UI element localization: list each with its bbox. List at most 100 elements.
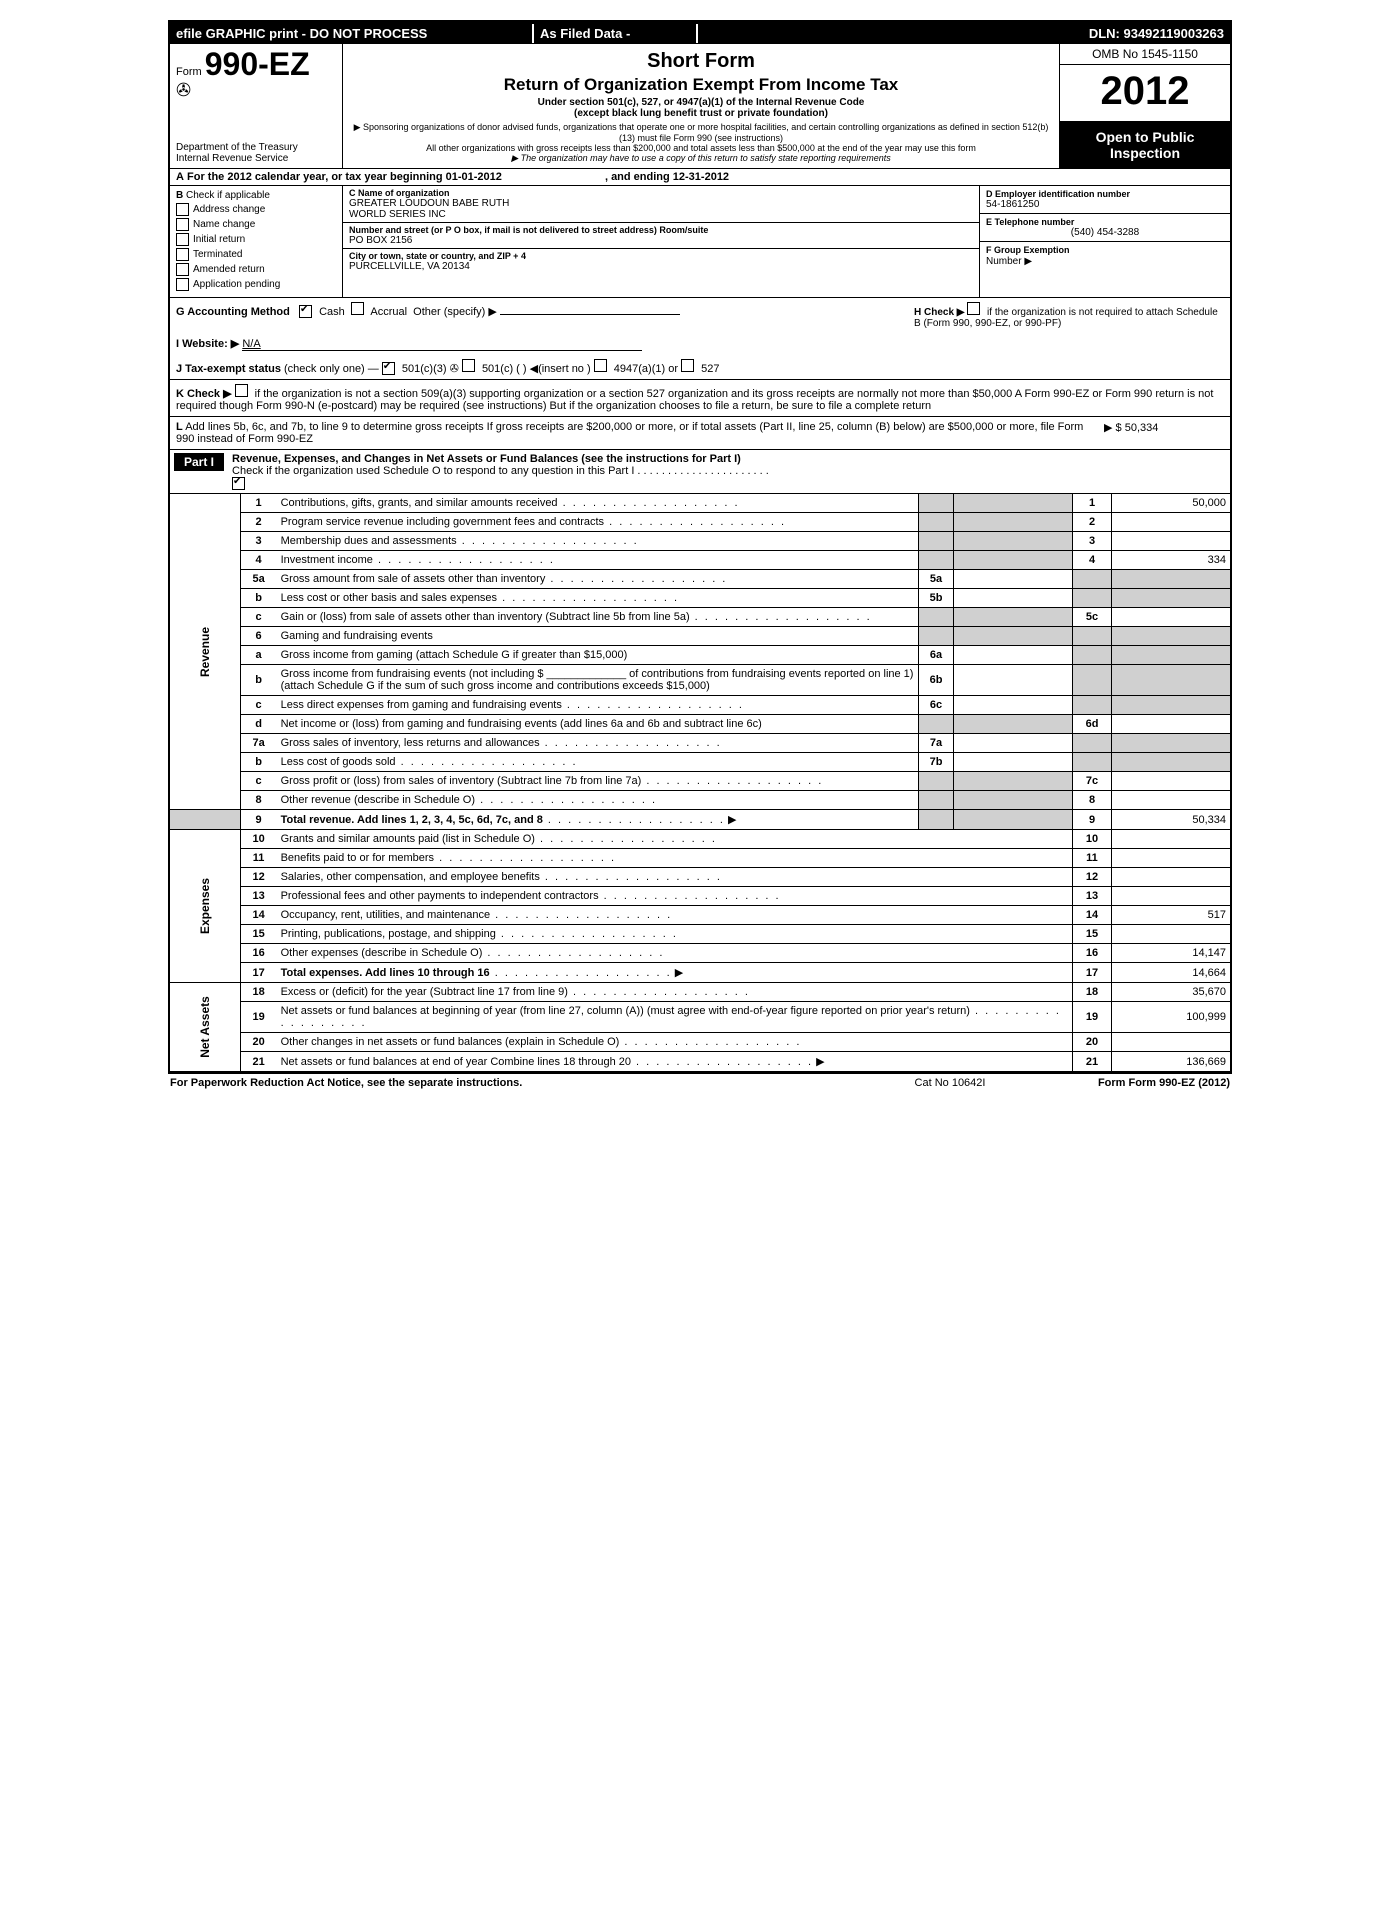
- inspection-label: Inspection: [1060, 145, 1230, 161]
- cb-501c[interactable]: [462, 359, 475, 372]
- note-1: ▶ Sponsoring organizations of donor advi…: [349, 122, 1053, 143]
- cb-501c3[interactable]: [382, 362, 395, 375]
- section-a-letter: A: [176, 171, 184, 183]
- note-2: All other organizations with gross recei…: [349, 143, 1053, 153]
- netassets-section: Net Assets: [170, 983, 240, 1072]
- cb-name-change[interactable]: Name change: [176, 218, 336, 231]
- line-h: H Check ▶ if the organization is not req…: [904, 302, 1224, 329]
- l-arrow: ▶: [1104, 422, 1112, 434]
- paperwork-notice: For Paperwork Reduction Act Notice, see …: [170, 1077, 850, 1089]
- k-text: if the organization is not a section 509…: [176, 388, 1213, 412]
- ein-label: D Employer identification number: [986, 189, 1224, 199]
- org-name-2: WORLD SERIES INC: [349, 209, 973, 220]
- cb-app-pending[interactable]: Application pending: [176, 278, 336, 291]
- line-g-h: G Accounting Method Cash Accrual Other (…: [170, 298, 1230, 333]
- cb-accrual[interactable]: [351, 302, 364, 315]
- cb-schedule-o[interactable]: [232, 477, 245, 490]
- website-label: I Website: ▶: [176, 338, 239, 350]
- line-7c: c Gross profit or (loss) from sales of i…: [170, 772, 1230, 791]
- line-5c: c Gain or (loss) from sale of assets oth…: [170, 608, 1230, 627]
- line-k: K Check ▶ if the organization is not a s…: [170, 380, 1230, 417]
- line-7a: 7a Gross sales of inventory, less return…: [170, 734, 1230, 753]
- section-c: C Name of organization GREATER LOUDOUN B…: [343, 186, 979, 297]
- cb-k[interactable]: [235, 384, 248, 397]
- calendar-year-text: For the 2012 calendar year, or tax year …: [187, 171, 502, 183]
- j-text: (check only one) —: [284, 363, 379, 375]
- note-3: ▶ The organization may have to use a cop…: [349, 153, 1053, 164]
- part-i-header: Part I Revenue, Expenses, and Changes in…: [170, 450, 1230, 494]
- cash-label: Cash: [319, 306, 345, 318]
- k-label: K Check ▶: [176, 388, 232, 400]
- dept-text: Department of the Treasury Internal Reve…: [176, 142, 336, 164]
- line-20: 20Other changes in net assets or fund ba…: [170, 1033, 1230, 1052]
- check-if-applicable: Check if applicable: [186, 190, 270, 201]
- ending-text: , and ending 12-31-2012: [605, 171, 729, 183]
- line-13: 13Professional fees and other payments t…: [170, 887, 1230, 906]
- line-3: 3 Membership dues and assessments 3: [170, 532, 1230, 551]
- line-6c: c Less direct expenses from gaming and f…: [170, 696, 1230, 715]
- line-18: Net Assets 18Excess or (deficit) for the…: [170, 983, 1230, 1002]
- footer-form: Form Form 990-EZ (2012): [1050, 1077, 1230, 1089]
- subtitle-2: (except black lung benefit trust or priv…: [349, 108, 1053, 119]
- header: Form 990-EZ ✇ Department of the Treasury…: [170, 44, 1230, 169]
- form-number: 990-EZ: [205, 46, 310, 82]
- org-name-label: C Name of organization: [349, 188, 973, 198]
- inspection-box: Open to Public Inspection: [1060, 122, 1230, 168]
- efile-label: efile GRAPHIC print - DO NOT PROCESS: [170, 24, 534, 43]
- dln-label: DLN:: [1089, 26, 1120, 41]
- expenses-section: Expenses: [170, 830, 240, 983]
- group-exemption-number: Number ▶: [986, 256, 1032, 267]
- lines-table: Revenue 1 Contributions, gifts, grants, …: [170, 494, 1230, 1072]
- cb-initial-return[interactable]: Initial return: [176, 233, 336, 246]
- short-form-title: Short Form: [349, 50, 1053, 73]
- 527-label: 527: [701, 363, 719, 375]
- cat-no: Cat No 10642I: [850, 1077, 1050, 1089]
- l-text: Add lines 5b, 6c, and 7b, to line 9 to d…: [176, 421, 1083, 445]
- h-label: H Check ▶: [914, 307, 964, 318]
- line-5b: b Less cost or other basis and sales exp…: [170, 589, 1230, 608]
- asfiled-label: As Filed Data -: [534, 24, 698, 43]
- line-8: 8 Other revenue (describe in Schedule O)…: [170, 791, 1230, 810]
- accrual-label: Accrual: [370, 306, 407, 318]
- line-6b: b Gross income from fundraising events (…: [170, 665, 1230, 696]
- part-i-checktext: Check if the organization used Schedule …: [232, 465, 769, 477]
- other-label: Other (specify) ▶: [413, 306, 497, 318]
- cb-address-change[interactable]: Address change: [176, 203, 336, 216]
- omb-number: OMB No 1545-1150: [1060, 44, 1230, 65]
- cb-schedule-b[interactable]: [967, 302, 980, 315]
- line-14: 14Occupancy, rent, utilities, and mainte…: [170, 906, 1230, 925]
- line-l: L Add lines 5b, 6c, and 7b, to line 9 to…: [170, 417, 1230, 450]
- return-title: Return of Organization Exempt From Incom…: [349, 75, 1053, 95]
- 501c3-label: 501(c)(3): [402, 363, 447, 375]
- website-value: N/A: [242, 338, 260, 350]
- subtitle-1: Under section 501(c), 527, or 4947(a)(1)…: [349, 97, 1053, 108]
- part-i-title: Revenue, Expenses, and Changes in Net As…: [232, 453, 741, 465]
- form-990ez: efile GRAPHIC print - DO NOT PROCESS As …: [168, 20, 1232, 1074]
- cb-cash[interactable]: [299, 305, 312, 318]
- line-6a: a Gross income from gaming (attach Sched…: [170, 646, 1230, 665]
- phone-value: (540) 454-3288: [986, 227, 1224, 238]
- tax-year: 2012: [1060, 65, 1230, 122]
- city-value: PURCELLVILLE, VA 20134: [349, 261, 973, 272]
- org-name-1: GREATER LOUDOUN BABE RUTH: [349, 198, 973, 209]
- line-i: I Website: ▶ N/A: [170, 333, 1230, 355]
- cb-amended[interactable]: Amended return: [176, 263, 336, 276]
- line-10: Expenses 10 Grants and similar amounts p…: [170, 830, 1230, 849]
- line-4: 4 Investment income 4334: [170, 551, 1230, 570]
- cb-4947[interactable]: [594, 359, 607, 372]
- city-label: City or town, state or country, and ZIP …: [349, 251, 973, 261]
- l-label: L: [176, 421, 183, 433]
- line-17: 17Total expenses. Add lines 10 through 1…: [170, 963, 1230, 983]
- irs-label: Internal Revenue Service: [176, 153, 336, 164]
- line-16: 16Other expenses (describe in Schedule O…: [170, 944, 1230, 963]
- group-exemption-label: F Group Exemption: [986, 245, 1070, 255]
- section-a: A For the 2012 calendar year, or tax yea…: [170, 169, 1230, 186]
- line-1: Revenue 1 Contributions, gifts, grants, …: [170, 494, 1230, 513]
- line-19: 19Net assets or fund balances at beginni…: [170, 1002, 1230, 1033]
- section-b: B Check if applicable Address change Nam…: [170, 186, 343, 297]
- line-9: 9 Total revenue. Add lines 1, 2, 3, 4, 5…: [170, 810, 1230, 830]
- header-right: OMB No 1545-1150 2012 Open to Public Ins…: [1059, 44, 1230, 168]
- line-j: J Tax-exempt status (check only one) — 5…: [170, 355, 1230, 380]
- cb-terminated[interactable]: Terminated: [176, 248, 336, 261]
- cb-527[interactable]: [681, 359, 694, 372]
